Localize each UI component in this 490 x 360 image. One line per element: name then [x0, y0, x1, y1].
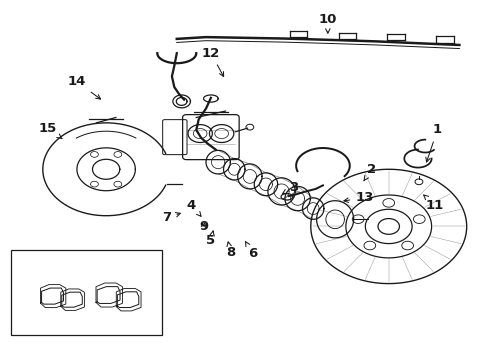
Text: 3: 3: [283, 181, 298, 194]
Text: 5: 5: [206, 231, 216, 247]
Text: 11: 11: [424, 195, 444, 212]
Text: 13: 13: [344, 192, 373, 204]
Text: 14: 14: [68, 75, 100, 99]
Bar: [11, 249, 162, 336]
Text: 8: 8: [226, 242, 235, 258]
Text: 12: 12: [202, 47, 223, 77]
Text: 6: 6: [245, 242, 257, 260]
Text: 7: 7: [163, 211, 180, 224]
Text: 15: 15: [39, 122, 62, 139]
Text: 9: 9: [199, 220, 208, 233]
Text: 1: 1: [426, 123, 442, 162]
Text: 10: 10: [318, 13, 337, 33]
Text: 2: 2: [364, 163, 376, 181]
Text: 4: 4: [187, 198, 201, 216]
